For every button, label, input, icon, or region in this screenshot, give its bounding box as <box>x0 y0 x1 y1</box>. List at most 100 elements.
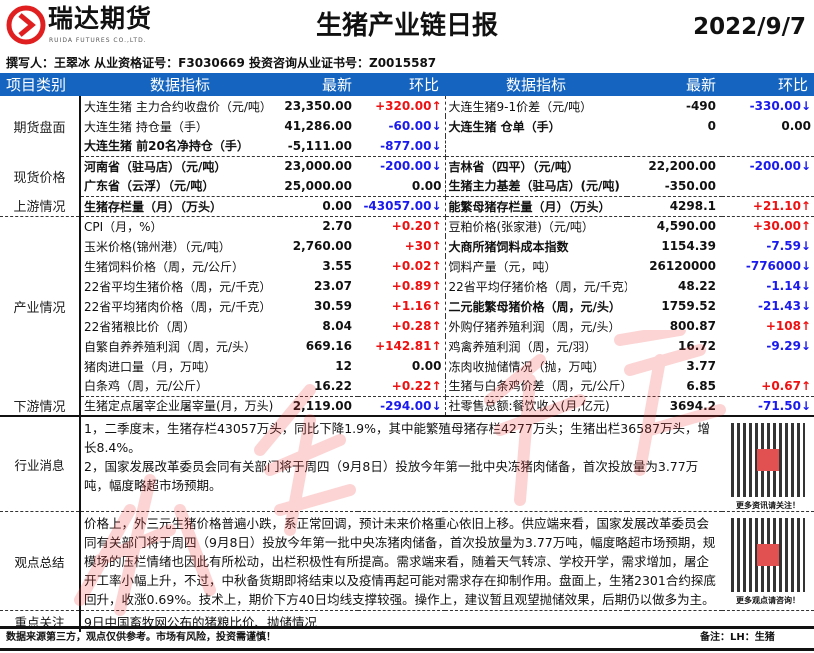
indicator-label: 22省猪粮比价（周） <box>84 319 196 334</box>
indicator-label: 鸡禽养殖利润（周，元/羽） <box>448 339 597 354</box>
news-text: 1，二季度末，生猪存栏43057万头，同比下降1.9%，其中能繁殖母猪存栏427… <box>80 416 722 512</box>
latest-value: 3694.2 <box>627 396 722 417</box>
news-category: 行业消息 <box>0 416 81 512</box>
summary-qr: 更多观点请咨询！ <box>722 511 814 611</box>
latest-value: 669.16 <box>305 339 352 353</box>
table-row: 生猪饲料价格（周，元/公斤） 3.55 +0.02↑ 饲料产量（元，吨） 2612000… <box>0 256 814 276</box>
change-value: -71.50↓ <box>722 396 814 417</box>
indicator-label: 吉林省（四平）（元/吨） <box>448 159 579 174</box>
indicator-label: 22省平均生猪价格（周，元/千克） <box>84 279 272 294</box>
latest-value: -490 <box>685 99 716 113</box>
table-row: 大连生猪 前20名净持仓（手） -5,111.00 -877.00↓ <box>0 136 814 157</box>
indicator-label: 二元能繁母猪价格（周，元/头） <box>448 299 621 314</box>
latest-value: 3.77 <box>686 359 716 373</box>
latest-value: 23.07 <box>314 279 352 293</box>
indicator-label: 广东省（云浮）（元/吨） <box>80 176 280 197</box>
latest-value: 30.59 <box>314 299 352 313</box>
table-row: 白条鸡（周，元/公斤） 16.22 +0.22↑ 生猪与白条鸡价差（周，元/公斤） 6.… <box>0 376 814 397</box>
table-row: 广东省（云浮）（元/吨） 25,000.00 0.00 生猪主力基差（驻马店）(元/吨… <box>0 176 814 197</box>
latest-value: -350.00 <box>627 176 722 197</box>
indicator-label: 河南省（驻马店）（元/吨） <box>84 159 227 174</box>
qr-code-icon <box>731 423 805 497</box>
category-label: 期货盘面 <box>0 96 81 156</box>
table-row: 期货盘面 大连生猪 主力合约收盘价（元/吨） 23,350.00 +320.00↑ 大连… <box>0 96 814 156</box>
latest-value: -5,111.00 <box>280 136 358 157</box>
change-value: -877.00↓ <box>358 136 446 157</box>
table-row: 22省猪粮比价（周） 8.04 +0.28↑ 外购仔猪养殖利润（周，元/头） 800.8… <box>0 316 814 336</box>
col-latest: 最新 <box>280 73 358 96</box>
summary-category: 观点总结 <box>0 511 81 611</box>
change-value: +1.16↑ <box>358 296 446 316</box>
change-value: -60.00↓ <box>358 116 446 136</box>
news-item: 2，国家发展改革委员会同有关部门将于周四（9月8日）投放今年第一批中央冻猪肉储备… <box>84 459 699 493</box>
col-change-2: 环比 <box>722 73 814 96</box>
news-row: 行业消息 1，二季度末，生猪存栏43057万头，同比下降1.9%，其中能繁殖母猪… <box>0 416 814 512</box>
change-value: 0.00 <box>358 176 446 197</box>
latest-value: 16.22 <box>280 376 358 397</box>
table-row: 产业情况 CPI（月，%） 2.70 +0.20↑ 豆粕价格(张家港)（元/吨） 4,59… <box>0 216 814 396</box>
change-value: +0.22↑ <box>358 376 446 397</box>
change-value: 0.00 <box>358 356 446 376</box>
author-line: 撰写人：王翠冰 从业资格证号：F3030669 投资咨询从业证书号：Z00155… <box>6 56 437 70</box>
indicator-label: 外购仔猪养殖利润（周，元/头） <box>448 319 621 334</box>
latest-value: 23,000.00 <box>284 159 352 174</box>
latest-value: 4,590.00 <box>656 219 716 234</box>
indicator-label: 玉米价格(锦州港）（元/吨） <box>84 239 231 254</box>
category-label: 下游情况 <box>0 396 81 417</box>
category-label: 上游情况 <box>0 196 81 217</box>
indicator-label: 豆粕价格(张家港)（元/吨） <box>448 219 594 234</box>
news-qr: 更多资讯请关注！ <box>722 416 814 512</box>
brand-english: RUIDA FUTURES CO.,LTD. <box>49 37 147 44</box>
indicator-label: 大连生猪 前20名净持仓（手） <box>80 136 280 157</box>
latest-value: 0 <box>707 119 716 133</box>
table-row: 大连生猪 持仓量（手） 41,286.00 -60.00↓ 大连生猪 仓单（手） 0 0.… <box>0 116 814 136</box>
change-value: -200.00↓ <box>749 159 811 174</box>
qr-caption: 更多观点请咨询！ <box>736 596 800 605</box>
summary-text: 价格上，外三元生猪价格普遍小跌，系正常回调，预计未来价格重心依旧上移。供应端来看… <box>80 511 722 611</box>
table-row: 上游情况 生猪存栏量（月）（万头） 0.00 -43057.00↓ 能繁母猪存栏量（月）… <box>0 196 814 217</box>
change-value: +21.10↑ <box>722 196 814 217</box>
change-value: 0.00 <box>781 119 811 133</box>
table-row: 自繁自养养殖利润（周，元/头） 669.16 +142.81↑ 鸡禽养殖利润（周，元/… <box>0 336 814 356</box>
latest-value: 41,286.00 <box>284 119 352 133</box>
data-table: 项目类别 数据指标 最新 环比 数据指标 最新 环比 期货盘面 大连生猪 主力合约… <box>0 73 814 632</box>
latest-value: 8.04 <box>322 319 352 333</box>
table-row: 玉米价格(锦州港）（元/吨） 2,760.00 +30↑ 大商所猪饲料成本指数 1154… <box>0 236 814 256</box>
divider <box>0 626 814 629</box>
latest-value: 1759.52 <box>661 299 716 313</box>
page-title: 生猪产业链日报 <box>315 11 498 41</box>
latest-value: 4298.1 <box>627 196 722 217</box>
indicator-label: 能繁母猪存栏量（月）（万头） <box>445 196 627 217</box>
latest-value: 800.87 <box>669 319 716 333</box>
change-value: +30↑ <box>358 236 446 256</box>
news-item: 1，二季度末，生猪存栏43057万头，同比下降1.9%，其中能繁殖母猪存栏427… <box>84 421 711 455</box>
qr-code-icon <box>731 518 805 592</box>
latest-value: 3.55 <box>322 259 352 273</box>
report-header: 瑞达期货 RUIDA FUTURES CO.,LTD. 生猪产业链日报 2022… <box>0 0 814 50</box>
latest-value: 48.22 <box>678 279 716 293</box>
indicator-label: 22省平均猪肉价格（周，元/千克） <box>84 299 272 314</box>
latest-value: 0.00 <box>280 196 358 217</box>
latest-value: 22,200.00 <box>648 159 716 174</box>
change-value: +0.20↑ <box>358 216 446 236</box>
report-date: 2022/9/7 <box>693 14 806 40</box>
disclaimer: 数据来源第三方，观点仅供参考。市场有风险，投资需谨慎！ <box>6 632 276 643</box>
col-change: 环比 <box>358 73 445 96</box>
table-row: 下游情况 生猪定点屠宰企业屠宰量(月，万头) 2,119.00 -294.00↓ 社零售… <box>0 396 814 417</box>
latest-value: 2,119.00 <box>280 396 358 417</box>
indicator-label: 22省平均仔猪价格（周，元/千克） <box>448 279 628 294</box>
indicator-label: 白条鸡（周，元/公斤） <box>80 376 280 397</box>
indicator-label: 饲料产量（元，吨） <box>448 259 557 274</box>
indicator-label: 猪肉进口量（月，万吨） <box>84 359 217 374</box>
change-value: -776000↓ <box>745 259 811 273</box>
indicator-label: 大商所猪饲料成本指数 <box>448 239 569 254</box>
change-value: -21.43↓ <box>758 299 811 313</box>
qr-caption: 更多资讯请关注！ <box>736 501 800 510</box>
change-value: +142.81↑ <box>358 336 446 356</box>
change-value: -7.59↓ <box>766 239 811 253</box>
indicator-label: 生猪存栏量（月）（万头） <box>80 196 280 217</box>
change-value: +108↑ <box>765 319 811 333</box>
ruida-logo-icon <box>6 5 46 45</box>
change-value: -9.29↓ <box>766 339 811 353</box>
col-category: 项目类别 <box>0 73 80 96</box>
